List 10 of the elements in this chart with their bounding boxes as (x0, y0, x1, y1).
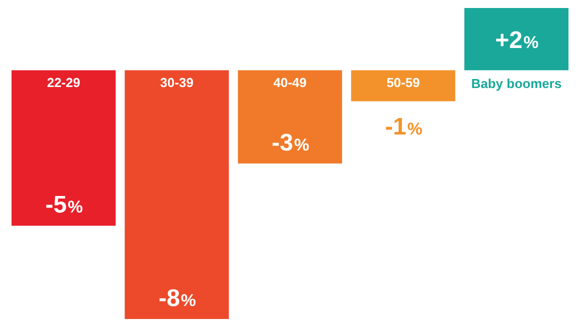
x-tick-label: 22-29 (46, 74, 80, 90)
x-tick-label: 30-39 (160, 74, 194, 90)
data-label: -8% (158, 285, 196, 312)
data-label: -1% (384, 113, 422, 140)
x-tick-label: 40-49 (273, 74, 307, 90)
x-tick-label: 50-59 (386, 74, 420, 90)
data-label: -5% (45, 192, 83, 219)
data-label: -3% (272, 130, 310, 156)
x-tick-label: Baby boomers (471, 76, 562, 91)
data-label: +2% (495, 27, 539, 54)
